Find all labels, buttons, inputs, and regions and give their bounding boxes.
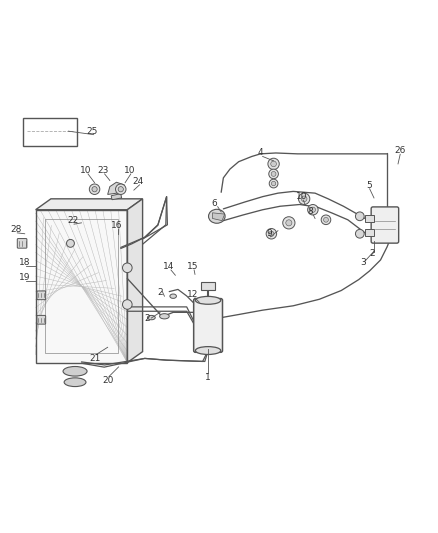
Circle shape — [92, 187, 97, 192]
Text: 24: 24 — [133, 177, 144, 186]
Circle shape — [301, 196, 307, 201]
Text: 2: 2 — [157, 288, 163, 297]
Circle shape — [283, 217, 295, 229]
Circle shape — [271, 161, 276, 167]
Polygon shape — [111, 193, 122, 200]
FancyBboxPatch shape — [37, 316, 46, 324]
Bar — [22, 118, 77, 147]
Bar — [201, 282, 215, 290]
Circle shape — [271, 172, 276, 176]
Ellipse shape — [64, 378, 86, 386]
Text: 28: 28 — [10, 225, 21, 234]
Ellipse shape — [208, 209, 225, 223]
Ellipse shape — [63, 367, 87, 376]
Text: 15: 15 — [187, 262, 198, 271]
Text: 20: 20 — [102, 376, 113, 384]
Polygon shape — [35, 199, 143, 210]
Ellipse shape — [195, 346, 221, 354]
Ellipse shape — [195, 296, 221, 304]
Text: 14: 14 — [163, 262, 174, 271]
Circle shape — [123, 263, 132, 272]
Polygon shape — [35, 210, 127, 362]
Text: 8: 8 — [308, 207, 314, 216]
Circle shape — [89, 184, 100, 195]
Ellipse shape — [159, 313, 169, 319]
Circle shape — [67, 239, 74, 247]
Circle shape — [272, 181, 276, 185]
Circle shape — [324, 217, 328, 222]
Circle shape — [116, 184, 126, 195]
Text: 22: 22 — [67, 216, 78, 225]
Text: 16: 16 — [111, 221, 122, 230]
Bar — [365, 229, 374, 236]
Text: 10: 10 — [80, 166, 92, 175]
Text: 12: 12 — [187, 290, 198, 300]
Text: 25: 25 — [87, 127, 98, 136]
Ellipse shape — [170, 294, 177, 298]
Circle shape — [268, 158, 279, 169]
Text: 19: 19 — [19, 273, 31, 282]
Text: 26: 26 — [395, 146, 406, 155]
Polygon shape — [212, 213, 225, 221]
Text: 3: 3 — [360, 257, 366, 266]
Text: 10: 10 — [124, 166, 135, 175]
Circle shape — [269, 169, 279, 179]
Circle shape — [266, 229, 277, 239]
FancyBboxPatch shape — [194, 298, 223, 352]
Bar — [365, 215, 374, 222]
FancyBboxPatch shape — [37, 291, 46, 300]
Circle shape — [269, 179, 278, 188]
Circle shape — [286, 220, 292, 226]
Text: 9: 9 — [266, 229, 272, 238]
Ellipse shape — [148, 316, 155, 320]
Text: 5: 5 — [367, 181, 372, 190]
Text: 6: 6 — [212, 199, 218, 208]
Circle shape — [307, 205, 318, 215]
Circle shape — [118, 187, 124, 192]
Circle shape — [321, 215, 331, 224]
Circle shape — [356, 212, 364, 221]
Text: 1: 1 — [205, 373, 211, 382]
Text: 4: 4 — [258, 149, 263, 157]
Polygon shape — [108, 182, 124, 195]
Text: 21: 21 — [89, 354, 100, 362]
Circle shape — [123, 300, 132, 309]
Text: 18: 18 — [19, 257, 31, 266]
Circle shape — [298, 193, 310, 205]
Circle shape — [269, 231, 274, 236]
Text: 10: 10 — [296, 192, 308, 201]
Circle shape — [310, 207, 315, 212]
Text: 2: 2 — [369, 249, 374, 258]
Text: 2: 2 — [144, 314, 150, 324]
Polygon shape — [127, 199, 143, 362]
Circle shape — [356, 229, 364, 238]
Text: 23: 23 — [98, 166, 109, 175]
FancyBboxPatch shape — [17, 239, 27, 248]
FancyBboxPatch shape — [371, 207, 399, 243]
